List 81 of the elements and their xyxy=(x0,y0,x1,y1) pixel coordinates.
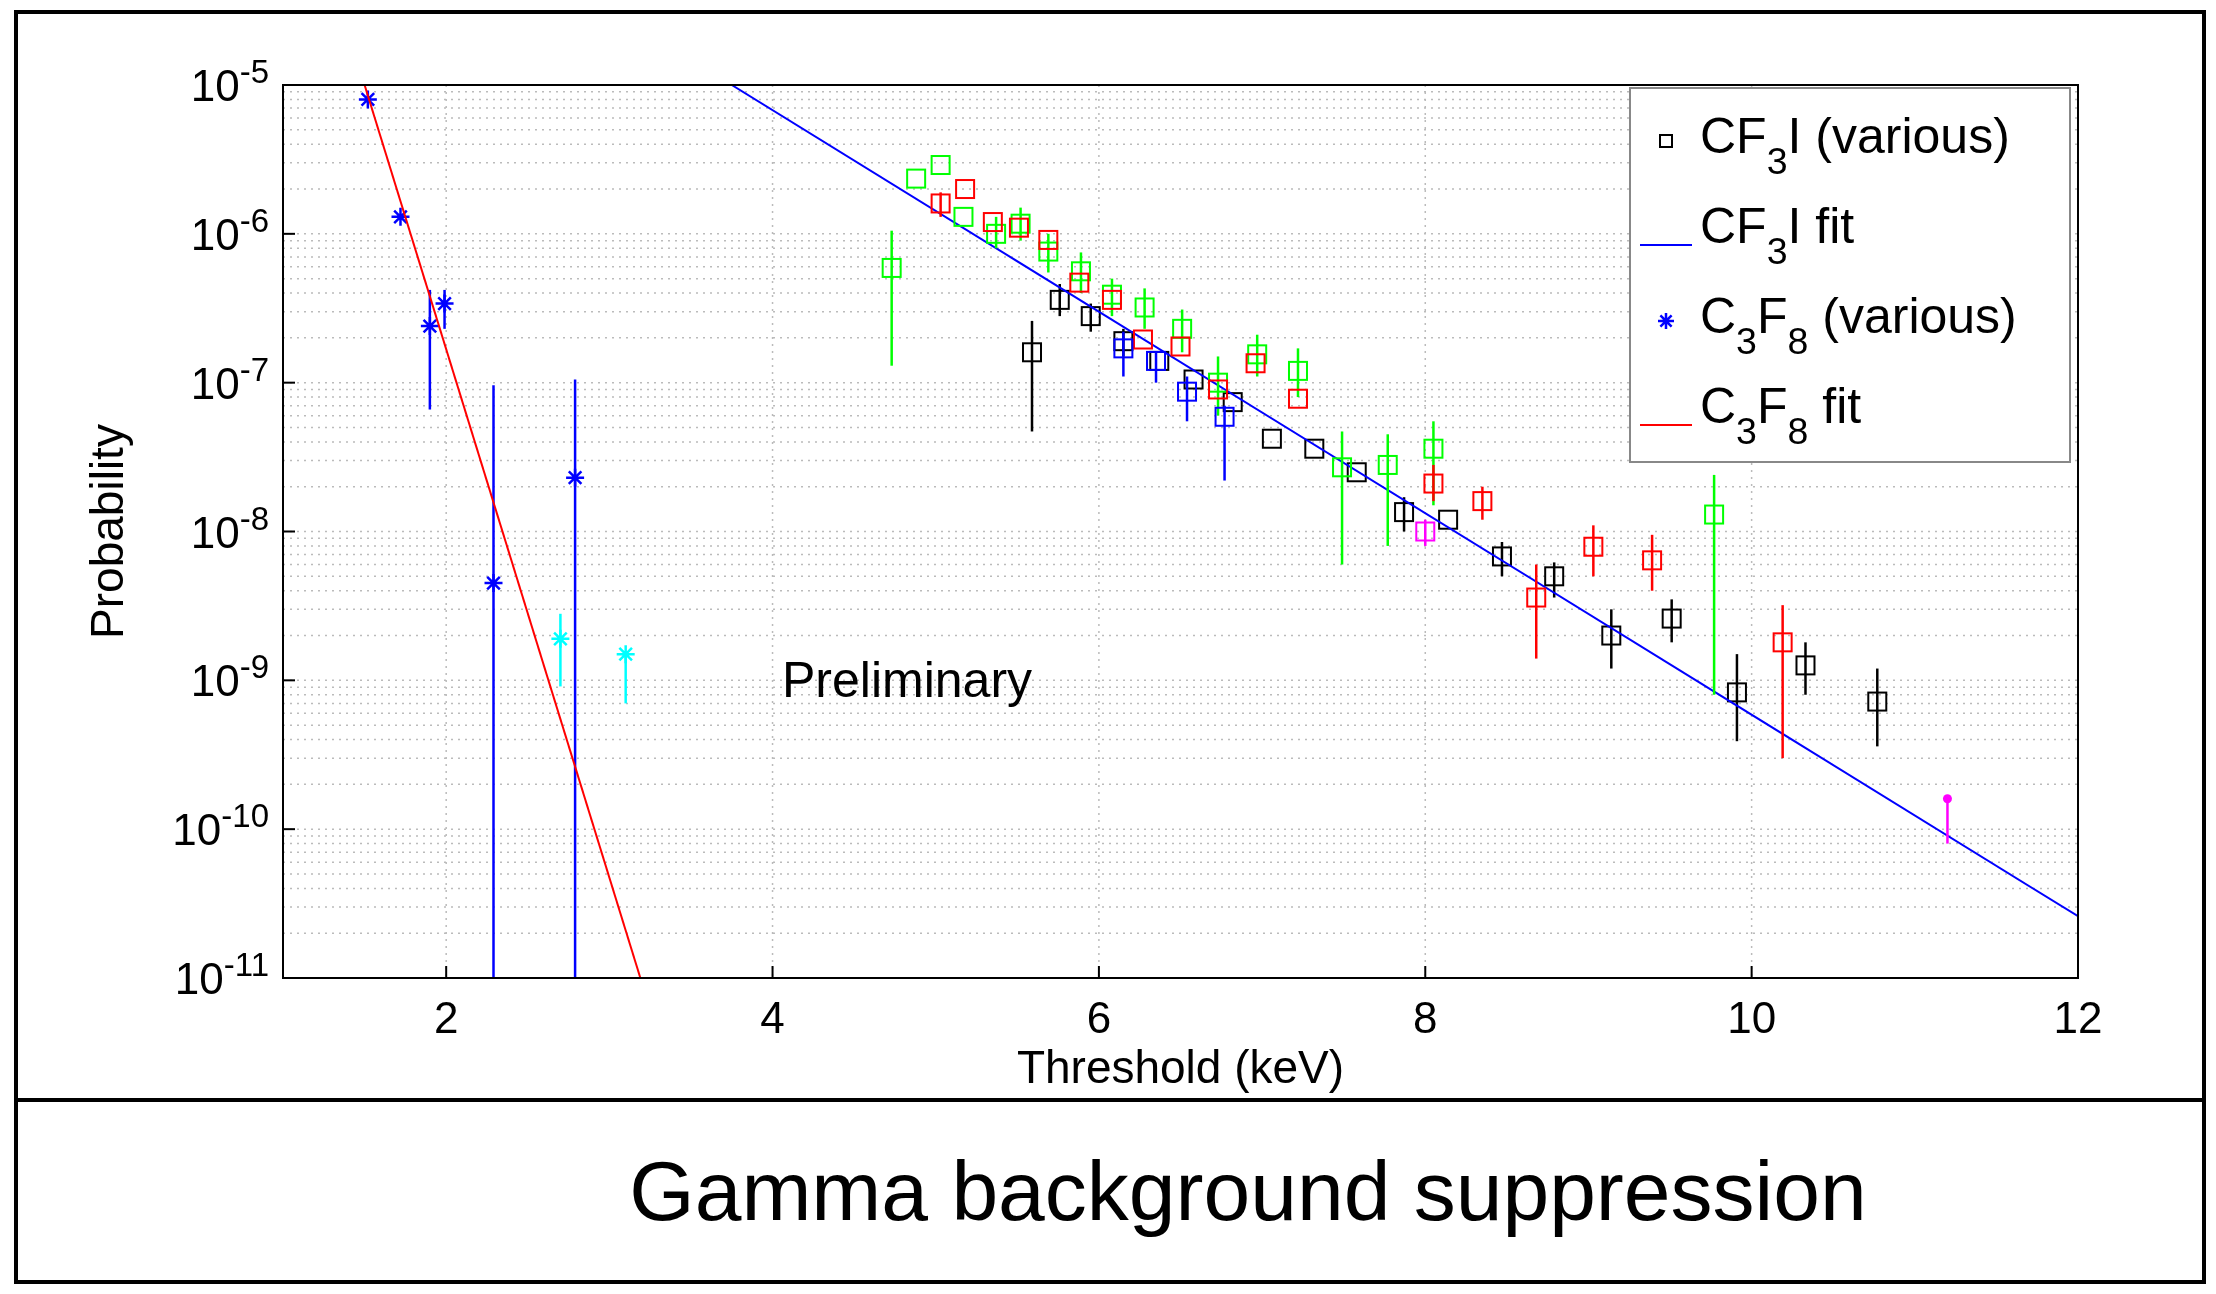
legend-label: C$_{3}$F$_{8}$ fit xyxy=(1700,378,1862,452)
x-tick-label: 2 xyxy=(433,993,459,1042)
point xyxy=(1183,369,1204,390)
point xyxy=(1583,536,1604,557)
annotation: Preliminary xyxy=(782,651,1033,708)
y-tick-label: 10$^{-10}$ xyxy=(172,796,269,855)
x-axis-title: Threshold (keV) xyxy=(1016,1041,1345,1093)
point xyxy=(1423,438,1444,459)
point xyxy=(1049,289,1070,310)
point xyxy=(881,257,902,278)
point xyxy=(1222,392,1243,413)
point xyxy=(550,628,571,650)
point xyxy=(953,206,974,227)
point xyxy=(1544,566,1565,587)
point xyxy=(1261,428,1282,449)
y-tick-label: 10$^{-11}$ xyxy=(174,945,269,1003)
x-tick-label: 12 xyxy=(2053,993,2103,1042)
point xyxy=(1214,406,1235,427)
point xyxy=(1101,289,1122,310)
point xyxy=(1867,691,1888,712)
point xyxy=(1038,241,1059,262)
y-tick-label: 10$^{-5}$ xyxy=(190,52,269,110)
point xyxy=(1132,329,1153,350)
point xyxy=(1438,509,1459,530)
y-tick-label: 10$^{-9}$ xyxy=(190,647,269,706)
y-tick-label: 10$^{-8}$ xyxy=(190,499,269,557)
point xyxy=(1423,473,1444,494)
point xyxy=(1134,297,1155,318)
point xyxy=(1642,550,1663,571)
point xyxy=(982,212,1003,233)
point xyxy=(1080,306,1101,327)
x-tick-label: 4 xyxy=(760,993,785,1042)
point xyxy=(419,315,441,337)
point xyxy=(483,572,504,594)
x-tick-label: 6 xyxy=(1086,993,1112,1042)
point xyxy=(1170,336,1191,357)
point xyxy=(1172,318,1193,339)
point xyxy=(1287,360,1308,381)
x-tick-label: 8 xyxy=(1413,993,1438,1042)
point xyxy=(930,193,951,214)
x-tick-label: 10 xyxy=(1727,993,1777,1042)
point xyxy=(1069,272,1090,293)
point xyxy=(1415,521,1436,542)
point xyxy=(1070,261,1091,282)
point xyxy=(955,179,976,200)
y-tick-label: 10$^{-6}$ xyxy=(190,201,269,259)
point xyxy=(1795,655,1816,676)
point xyxy=(1022,342,1042,363)
legend-label: C$_{3}$F$_{8}$ (various) xyxy=(1700,288,2017,362)
point xyxy=(615,643,636,665)
point xyxy=(1247,344,1268,365)
y-tick-label: 10$^{-7}$ xyxy=(190,350,269,408)
point xyxy=(1346,462,1367,483)
point xyxy=(564,467,586,488)
point xyxy=(930,155,951,176)
legend-label: CF$_{3}$I (various) xyxy=(1700,108,2010,182)
legend-label: CF$_{3}$I fit xyxy=(1700,198,1855,272)
point xyxy=(434,293,455,314)
point xyxy=(1245,353,1266,374)
point xyxy=(1526,587,1547,608)
text: Gamma background suppression xyxy=(629,1144,1867,1238)
point xyxy=(1394,502,1415,523)
point xyxy=(986,223,1007,244)
point xyxy=(1772,632,1793,653)
point xyxy=(1113,338,1134,359)
point xyxy=(1287,388,1308,409)
point xyxy=(1601,625,1622,646)
point xyxy=(1491,546,1512,567)
point xyxy=(1304,438,1325,459)
point xyxy=(1377,454,1398,475)
point xyxy=(1661,608,1682,629)
point xyxy=(1208,379,1229,400)
y-axis-title: Probability xyxy=(81,424,133,639)
point xyxy=(1942,794,1952,804)
point xyxy=(1472,491,1493,512)
point xyxy=(1704,504,1725,525)
point xyxy=(1038,229,1059,250)
point xyxy=(1177,381,1198,402)
point xyxy=(906,168,927,189)
point xyxy=(1332,457,1353,478)
point xyxy=(1726,682,1747,703)
